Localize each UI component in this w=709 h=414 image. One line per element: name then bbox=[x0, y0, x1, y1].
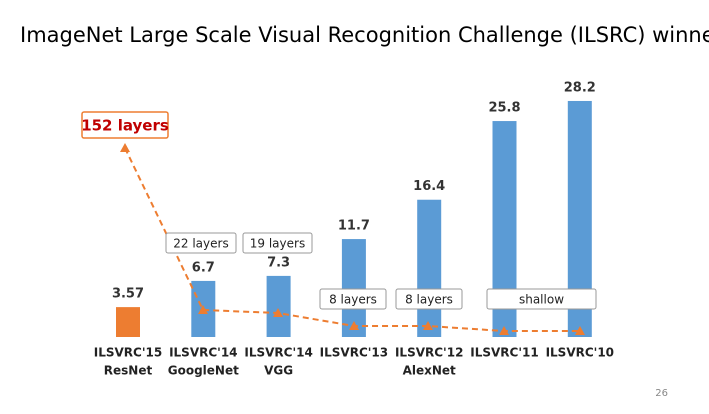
layer-box bbox=[319, 288, 387, 310]
layer-box bbox=[81, 111, 169, 139]
layer-label: 8 layers bbox=[405, 293, 453, 307]
value-label: 11.7 bbox=[338, 219, 370, 234]
trend-arrow bbox=[575, 326, 585, 335]
page-number: 26 bbox=[655, 388, 668, 399]
layer-label: 8 layers bbox=[329, 293, 377, 307]
value-label: 25.8 bbox=[488, 101, 520, 116]
layer-box bbox=[486, 288, 597, 310]
trend-arrow bbox=[273, 308, 283, 317]
x-tick-label: ILSVRC'13 bbox=[320, 346, 388, 360]
model-label: ResNet bbox=[104, 364, 153, 378]
value-label: 28.2 bbox=[564, 80, 596, 95]
model-label: GoogleNet bbox=[168, 364, 239, 378]
trend-arrow bbox=[499, 326, 509, 335]
bar bbox=[266, 275, 291, 337]
x-tick-label: ILSVRC'12 bbox=[395, 346, 463, 360]
bar bbox=[417, 199, 442, 337]
chart-title: ImageNet Large Scale Visual Recognition … bbox=[20, 23, 709, 47]
value-label: 6.7 bbox=[192, 260, 215, 275]
x-tick-label: ILSVRC'14 bbox=[244, 346, 312, 360]
value-label: 16.4 bbox=[413, 179, 445, 194]
value-label: 7.3 bbox=[267, 255, 290, 270]
layer-label: 152 layers bbox=[81, 117, 169, 135]
bar bbox=[116, 307, 140, 337]
bar bbox=[341, 239, 366, 337]
layer-box bbox=[242, 232, 313, 254]
layer-label: shallow bbox=[519, 293, 564, 307]
model-label: VGG bbox=[264, 364, 293, 378]
layer-box bbox=[395, 288, 463, 310]
x-tick-label: ILSVRC'15 bbox=[94, 346, 162, 360]
trend-arrow bbox=[423, 321, 433, 330]
layer-label: 22 layers bbox=[173, 237, 228, 251]
x-tick-label: ILSVRC'14 bbox=[169, 346, 237, 360]
value-label: 3.57 bbox=[112, 287, 144, 302]
trend-arrow bbox=[198, 305, 208, 314]
trend-arrow bbox=[349, 321, 359, 330]
layer-box bbox=[165, 232, 237, 254]
model-label: AlexNet bbox=[403, 364, 456, 378]
x-tick-label: ILSVRC'11 bbox=[470, 346, 538, 360]
x-tick-label: ILSVRC'10 bbox=[546, 346, 614, 360]
layer-label: 19 layers bbox=[250, 237, 305, 251]
trend-arrow bbox=[120, 143, 130, 152]
